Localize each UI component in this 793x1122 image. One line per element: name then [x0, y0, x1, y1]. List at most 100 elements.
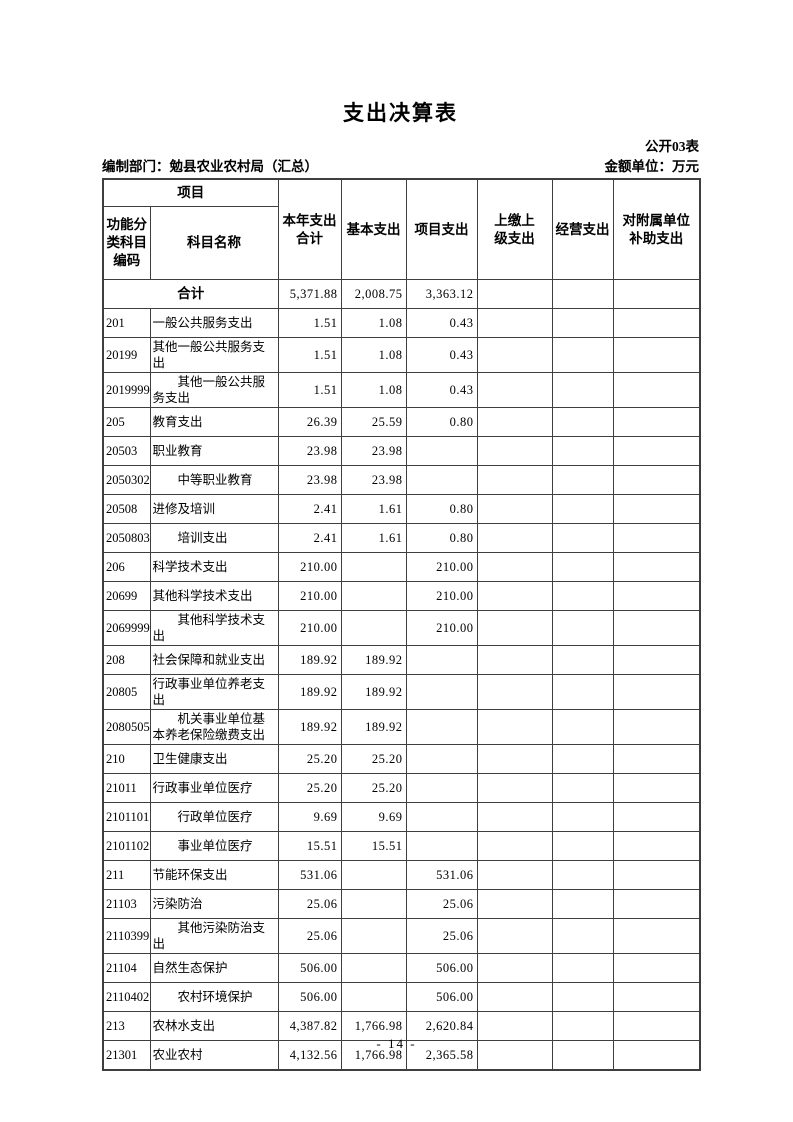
row-value: 9.69	[277, 802, 342, 832]
row-value: 210.00	[277, 610, 342, 646]
header-function-code: 功能分 类科目 编码	[102, 206, 151, 280]
header-upper-level-expenditure: 上缴上 级支出	[476, 178, 553, 280]
row-value	[340, 953, 407, 983]
row-value	[612, 982, 701, 1012]
total-value: 2,008.75	[340, 279, 407, 309]
row-subject-name: 行政事业单位医疗	[149, 773, 279, 803]
table-row: 2101101 行政单位医疗 9.69 9.69	[102, 802, 701, 832]
row-code: 21301	[102, 1040, 151, 1071]
header-row-top: 项目 本年支出 合计 基本支出 项目支出 上缴上 级支出 经营支出 对附属单位 …	[102, 178, 701, 280]
row-value: 0.43	[405, 337, 478, 373]
table-row: 2110402 农村环境保护 506.00 506.00	[102, 982, 701, 1012]
row-code: 2110399	[102, 918, 151, 954]
table-header: 项目 本年支出 合计 基本支出 项目支出 上缴上 级支出 经营支出 对附属单位 …	[102, 178, 701, 280]
row-value: 25.06	[277, 889, 342, 919]
row-value	[612, 918, 701, 954]
header-subsidy-expenditure: 对附属单位 补助支出	[612, 178, 701, 280]
row-value	[612, 645, 701, 675]
row-value	[612, 953, 701, 983]
row-code: 205	[102, 407, 151, 437]
row-value	[405, 831, 478, 861]
row-value: 1.08	[340, 372, 407, 408]
row-subject-name: 职业教育	[149, 436, 279, 466]
row-code: 2080505	[102, 709, 151, 745]
row-subject-name: 行政事业单位养老支出	[149, 674, 279, 710]
row-value	[612, 773, 701, 803]
row-value: 15.51	[340, 831, 407, 861]
row-value	[551, 831, 614, 861]
row-value	[476, 610, 553, 646]
row-value	[612, 407, 701, 437]
row-value: 25.20	[277, 773, 342, 803]
row-code: 210	[102, 744, 151, 774]
row-value: 189.92	[340, 645, 407, 675]
row-value: 1.51	[277, 337, 342, 373]
row-value	[476, 982, 553, 1012]
row-value	[476, 552, 553, 582]
row-value	[340, 918, 407, 954]
row-value: 189.92	[277, 645, 342, 675]
row-value: 23.98	[340, 436, 407, 466]
total-value: 5,371.88	[277, 279, 342, 309]
row-value: 1.08	[340, 337, 407, 373]
row-value	[476, 494, 553, 524]
total-label: 合计	[102, 279, 279, 309]
row-value	[551, 860, 614, 890]
header-project: 项目	[102, 178, 279, 207]
row-value: 25.06	[405, 889, 478, 919]
row-value	[476, 465, 553, 495]
row-value	[551, 308, 614, 338]
table-row: 2110399 其他污染防治支出 25.06 25.06	[102, 918, 701, 954]
row-value: 506.00	[277, 982, 342, 1012]
table-row: 2069999 其他科学技术支出 210.00 210.00	[102, 610, 701, 646]
table-row: 21104 自然生态保护 506.00 506.00	[102, 953, 701, 983]
table-row: 2019999 其他一般公共服务支出 1.51 1.08 0.43	[102, 372, 701, 408]
table-body: 合计 5,371.88 2,008.75 3,363.12 201 一般公共服务支出 1.5…	[102, 279, 701, 1071]
row-value	[612, 610, 701, 646]
row-value	[405, 436, 478, 466]
row-value	[551, 523, 614, 553]
row-value	[476, 645, 553, 675]
row-value	[476, 407, 553, 437]
header-total-expenditure: 本年支出 合计	[277, 178, 342, 280]
table-row: 2050302 中等职业教育 23.98 23.98	[102, 465, 701, 495]
row-subject-name: 卫生健康支出	[149, 744, 279, 774]
row-code: 20199	[102, 337, 151, 373]
row-value: 506.00	[277, 953, 342, 983]
row-subject-name: 其他一般公共服务支出	[149, 337, 279, 373]
header-subject-name: 科目名称	[149, 206, 279, 280]
row-value	[405, 744, 478, 774]
table-row: 213 农林水支出 4,387.82 1,766.98 2,620.84	[102, 1011, 701, 1041]
row-value	[476, 860, 553, 890]
row-value	[476, 709, 553, 745]
row-value	[340, 982, 407, 1012]
row-subject-name: 机关事业单位基本养老保险缴费支出	[149, 709, 279, 745]
row-code: 2050302	[102, 465, 151, 495]
table-row: 21103 污染防治 25.06 25.06	[102, 889, 701, 919]
total-value	[612, 279, 701, 309]
page-number: - 14 -	[376, 1036, 417, 1051]
row-value: 23.98	[277, 436, 342, 466]
row-value: 210.00	[277, 552, 342, 582]
row-value	[551, 372, 614, 408]
row-value	[551, 436, 614, 466]
row-subject-name: 自然生态保护	[149, 953, 279, 983]
row-value	[476, 523, 553, 553]
table-row: 211 节能环保支出 531.06 531.06	[102, 860, 701, 890]
total-value	[551, 279, 614, 309]
row-value	[476, 831, 553, 861]
table-row: 206 科学技术支出 210.00 210.00	[102, 552, 701, 582]
row-code: 2101101	[102, 802, 151, 832]
row-value	[612, 889, 701, 919]
row-subject-name: 其他科学技术支出	[149, 581, 279, 611]
row-value	[405, 709, 478, 745]
row-value: 210.00	[405, 581, 478, 611]
row-value: 0.80	[405, 523, 478, 553]
row-value: 25.20	[340, 744, 407, 774]
table-row: 20199 其他一般公共服务支出 1.51 1.08 0.43	[102, 337, 701, 373]
row-value	[551, 709, 614, 745]
row-value: 0.43	[405, 308, 478, 338]
row-subject-name: 进修及培训	[149, 494, 279, 524]
row-code: 20503	[102, 436, 151, 466]
expenditure-table: 项目 本年支出 合计 基本支出 项目支出 上缴上 级支出 经营支出 对附属单位 …	[102, 178, 701, 1071]
